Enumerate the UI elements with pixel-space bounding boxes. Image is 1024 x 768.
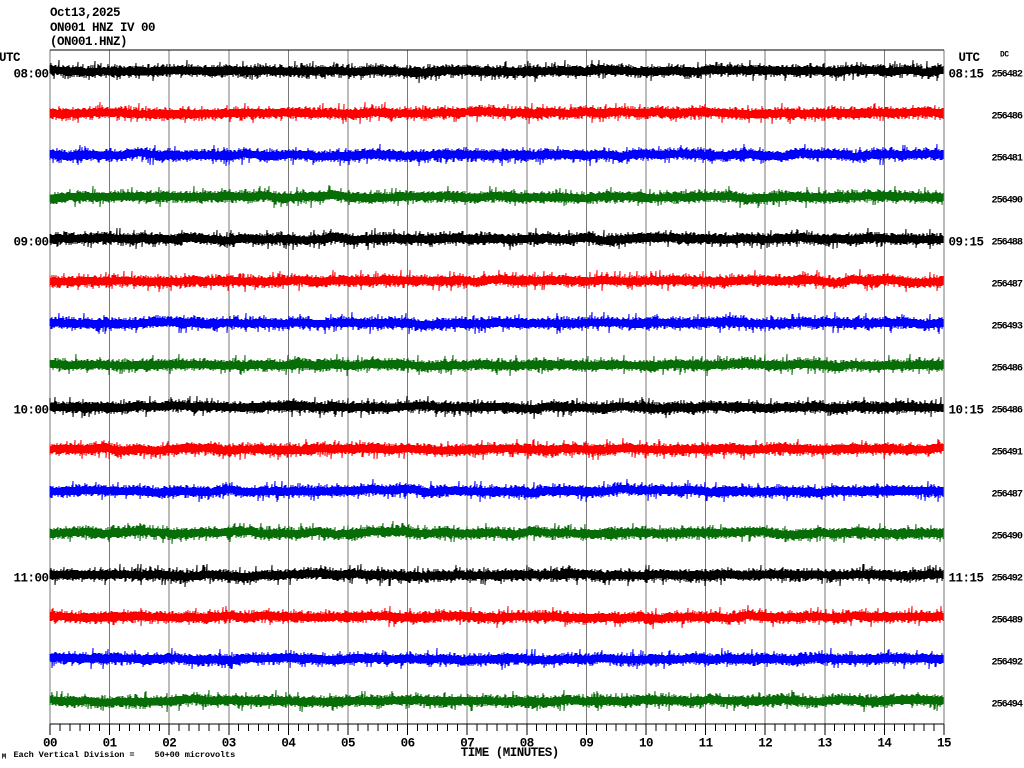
svg-text:256493: 256493: [992, 322, 1023, 333]
svg-text:256494: 256494: [992, 700, 1023, 711]
svg-text:15: 15: [937, 736, 951, 750]
svg-text:256482: 256482: [992, 70, 1023, 81]
svg-text:11:00: 11:00: [13, 572, 48, 586]
svg-text:08:15: 08:15: [949, 68, 984, 82]
svg-text:11: 11: [699, 736, 713, 750]
svg-text:UTC: UTC: [959, 51, 981, 65]
svg-text:03: 03: [222, 736, 236, 750]
svg-text:256492: 256492: [992, 574, 1023, 585]
svg-text:07: 07: [460, 736, 474, 750]
svg-text:10:00: 10:00: [13, 404, 48, 418]
svg-text:04: 04: [281, 736, 296, 750]
svg-text:08: 08: [520, 736, 534, 750]
svg-text:10: 10: [639, 736, 653, 750]
svg-text:TIME (MINUTES): TIME (MINUTES): [461, 746, 559, 760]
svg-text:256489: 256489: [992, 616, 1023, 627]
svg-text:256486: 256486: [992, 406, 1023, 417]
svg-text:13: 13: [818, 736, 832, 750]
svg-text:Each Vertical Division = 50: Each Vertical Division = 50+00 microvolt…: [14, 750, 236, 760]
svg-text:256488: 256488: [992, 238, 1023, 249]
svg-text:08:00: 08:00: [13, 68, 48, 82]
svg-text:02: 02: [162, 736, 176, 750]
svg-text:11:15: 11:15: [949, 572, 984, 586]
svg-text:(ON001.HNZ): (ON001.HNZ): [50, 35, 127, 49]
svg-text:12: 12: [758, 736, 772, 750]
svg-text:14: 14: [877, 736, 892, 750]
svg-text:256486: 256486: [992, 112, 1023, 123]
svg-text:256486: 256486: [992, 364, 1023, 375]
svg-text:UTC: UTC: [0, 51, 21, 65]
svg-text:256487: 256487: [992, 490, 1023, 501]
svg-text:10:15: 10:15: [949, 404, 984, 418]
svg-text:DC: DC: [1000, 51, 1009, 59]
svg-text:256487: 256487: [992, 280, 1023, 291]
svg-text:00: 00: [43, 736, 57, 750]
svg-text:09:15: 09:15: [949, 236, 984, 250]
svg-text:01: 01: [103, 736, 117, 750]
svg-text:256491: 256491: [992, 448, 1023, 459]
svg-text:256492: 256492: [992, 658, 1023, 669]
svg-text:256481: 256481: [992, 154, 1023, 165]
svg-text:09: 09: [579, 736, 593, 750]
svg-text:256490: 256490: [992, 196, 1023, 207]
svg-text:06: 06: [401, 736, 415, 750]
svg-text:M: M: [2, 754, 7, 762]
svg-text:ON001 HNZ IV 00: ON001 HNZ IV 00: [50, 21, 155, 35]
svg-text:05: 05: [341, 736, 355, 750]
svg-text:09:00: 09:00: [13, 236, 48, 250]
svg-text:256490: 256490: [992, 532, 1023, 543]
svg-text:Oct13,2025: Oct13,2025: [50, 6, 120, 20]
